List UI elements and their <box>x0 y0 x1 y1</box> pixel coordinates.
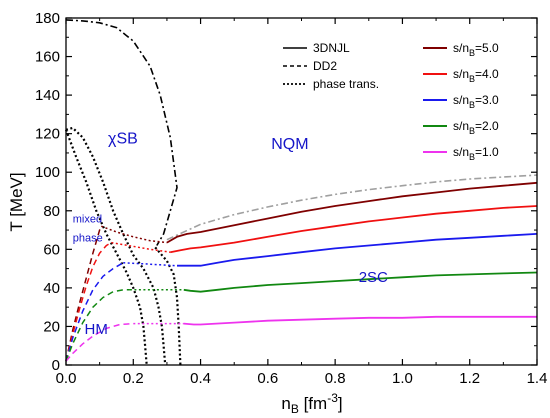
style-legend-label: 3DNJL <box>313 41 350 55</box>
x-axis-label: nB [fm-3] <box>281 391 342 416</box>
region-label-xsb: χSB <box>108 130 138 147</box>
series-legend-subscript: B <box>469 126 475 136</box>
series-legend-symbol: s/n <box>453 67 469 81</box>
series-legend-label: s/nB=2.0 <box>453 119 499 136</box>
style-legend-label: DD2 <box>313 59 337 73</box>
series-2-0-hadronic-line <box>65 289 130 362</box>
x-axis-label-unit: [fm <box>299 394 327 413</box>
x-tick-label: 0.0 <box>56 370 77 387</box>
region-label-mixed1: mixed <box>73 213 102 225</box>
series-1-0-quark-line <box>183 315 537 326</box>
series-legend-value: =3.0 <box>475 93 499 107</box>
series-legend-label: s/nB=4.0 <box>453 67 499 84</box>
y-tick-label: 180 <box>35 10 60 27</box>
y-tick-label: 100 <box>35 164 60 181</box>
x-tick-label: 1.4 <box>527 370 548 387</box>
x-axis-label-subscript: B <box>291 402 299 416</box>
region-labels-layer: χSB NQM 2SC HM mixed phase <box>73 130 388 338</box>
series-2-0-quark-line <box>183 271 538 293</box>
y-tick-label: 120 <box>35 126 60 143</box>
x-tick-label: 1.0 <box>392 370 413 387</box>
series-legend-subscript: B <box>469 74 475 84</box>
series-legend-symbol: s/n <box>453 93 469 107</box>
series-legend-label: s/nB=1.0 <box>453 145 499 162</box>
x-tick-label: 0.4 <box>190 370 211 387</box>
y-tick-label: 160 <box>35 49 60 66</box>
x-tick-label: 0.8 <box>325 370 346 387</box>
x-axis-label-symbol: n <box>281 394 290 413</box>
y-tick-label: 80 <box>43 203 60 220</box>
region-label-hm: HM <box>85 321 108 338</box>
series-legend-subscript: B <box>469 100 475 110</box>
region-label-2sc: 2SC <box>359 269 388 286</box>
critical-extension <box>166 174 538 241</box>
y-tick-label: 140 <box>35 87 60 104</box>
region-label-nqm: NQM <box>271 136 308 153</box>
series-legend-label: s/nB=5.0 <box>453 41 499 58</box>
series-3-0-mixed-phase-line <box>123 262 178 267</box>
series-legend-subscript: B <box>469 152 475 162</box>
style-legend-label: phase trans. <box>313 77 379 91</box>
region-label-mixed2: phase <box>73 233 103 245</box>
series-legend-value: =2.0 <box>475 119 499 133</box>
series-legend-value: =5.0 <box>475 41 499 55</box>
series-legend-symbol: s/n <box>453 119 469 133</box>
qm-inner-boundary <box>154 246 182 366</box>
x-axis-label-unit-close: ] <box>338 394 343 413</box>
y-axis-label: T [MeV] <box>7 172 26 231</box>
y-tick-label: 40 <box>43 280 60 297</box>
axes-layer: 0.0 0.2 0.4 0.6 0.8 1.0 1.2 1.4 0 20 40 60 80 100 120 1… <box>35 10 547 387</box>
y-tick-label: 60 <box>43 241 60 258</box>
y-tick-label: 20 <box>43 318 60 335</box>
hm-inner-boundary <box>64 129 148 366</box>
series-5-0-hadronic-line <box>65 225 102 362</box>
series-5-0-mixed-phase-line <box>101 225 167 244</box>
y-tick-label: 0 <box>52 357 60 374</box>
series-4-0-hadronic-line <box>65 241 112 362</box>
series-legend-label: s/nB=3.0 <box>453 93 499 110</box>
series-3-0-quark-line <box>177 233 538 267</box>
x-tick-label: 0.2 <box>123 370 144 387</box>
curves-layer <box>64 19 538 366</box>
series-legend-value: =4.0 <box>475 67 499 81</box>
series-legend-value: =1.0 <box>475 145 499 159</box>
series-legend-subscript: B <box>469 48 475 58</box>
xsb-outer-boundary <box>65 19 178 246</box>
series-legend-symbol: s/n <box>453 41 469 55</box>
series-3-0-hadronic-line <box>65 262 124 362</box>
series-4-0-quark-line <box>170 205 538 254</box>
x-tick-label: 1.2 <box>459 370 480 387</box>
x-axis-label-exponent: -3 <box>327 391 338 405</box>
series-1-0-hadronic-line <box>65 322 134 362</box>
x-tick-label: 0.6 <box>257 370 278 387</box>
series-legend-symbol: s/n <box>453 145 469 159</box>
series-5-0-quark-line <box>166 181 538 244</box>
